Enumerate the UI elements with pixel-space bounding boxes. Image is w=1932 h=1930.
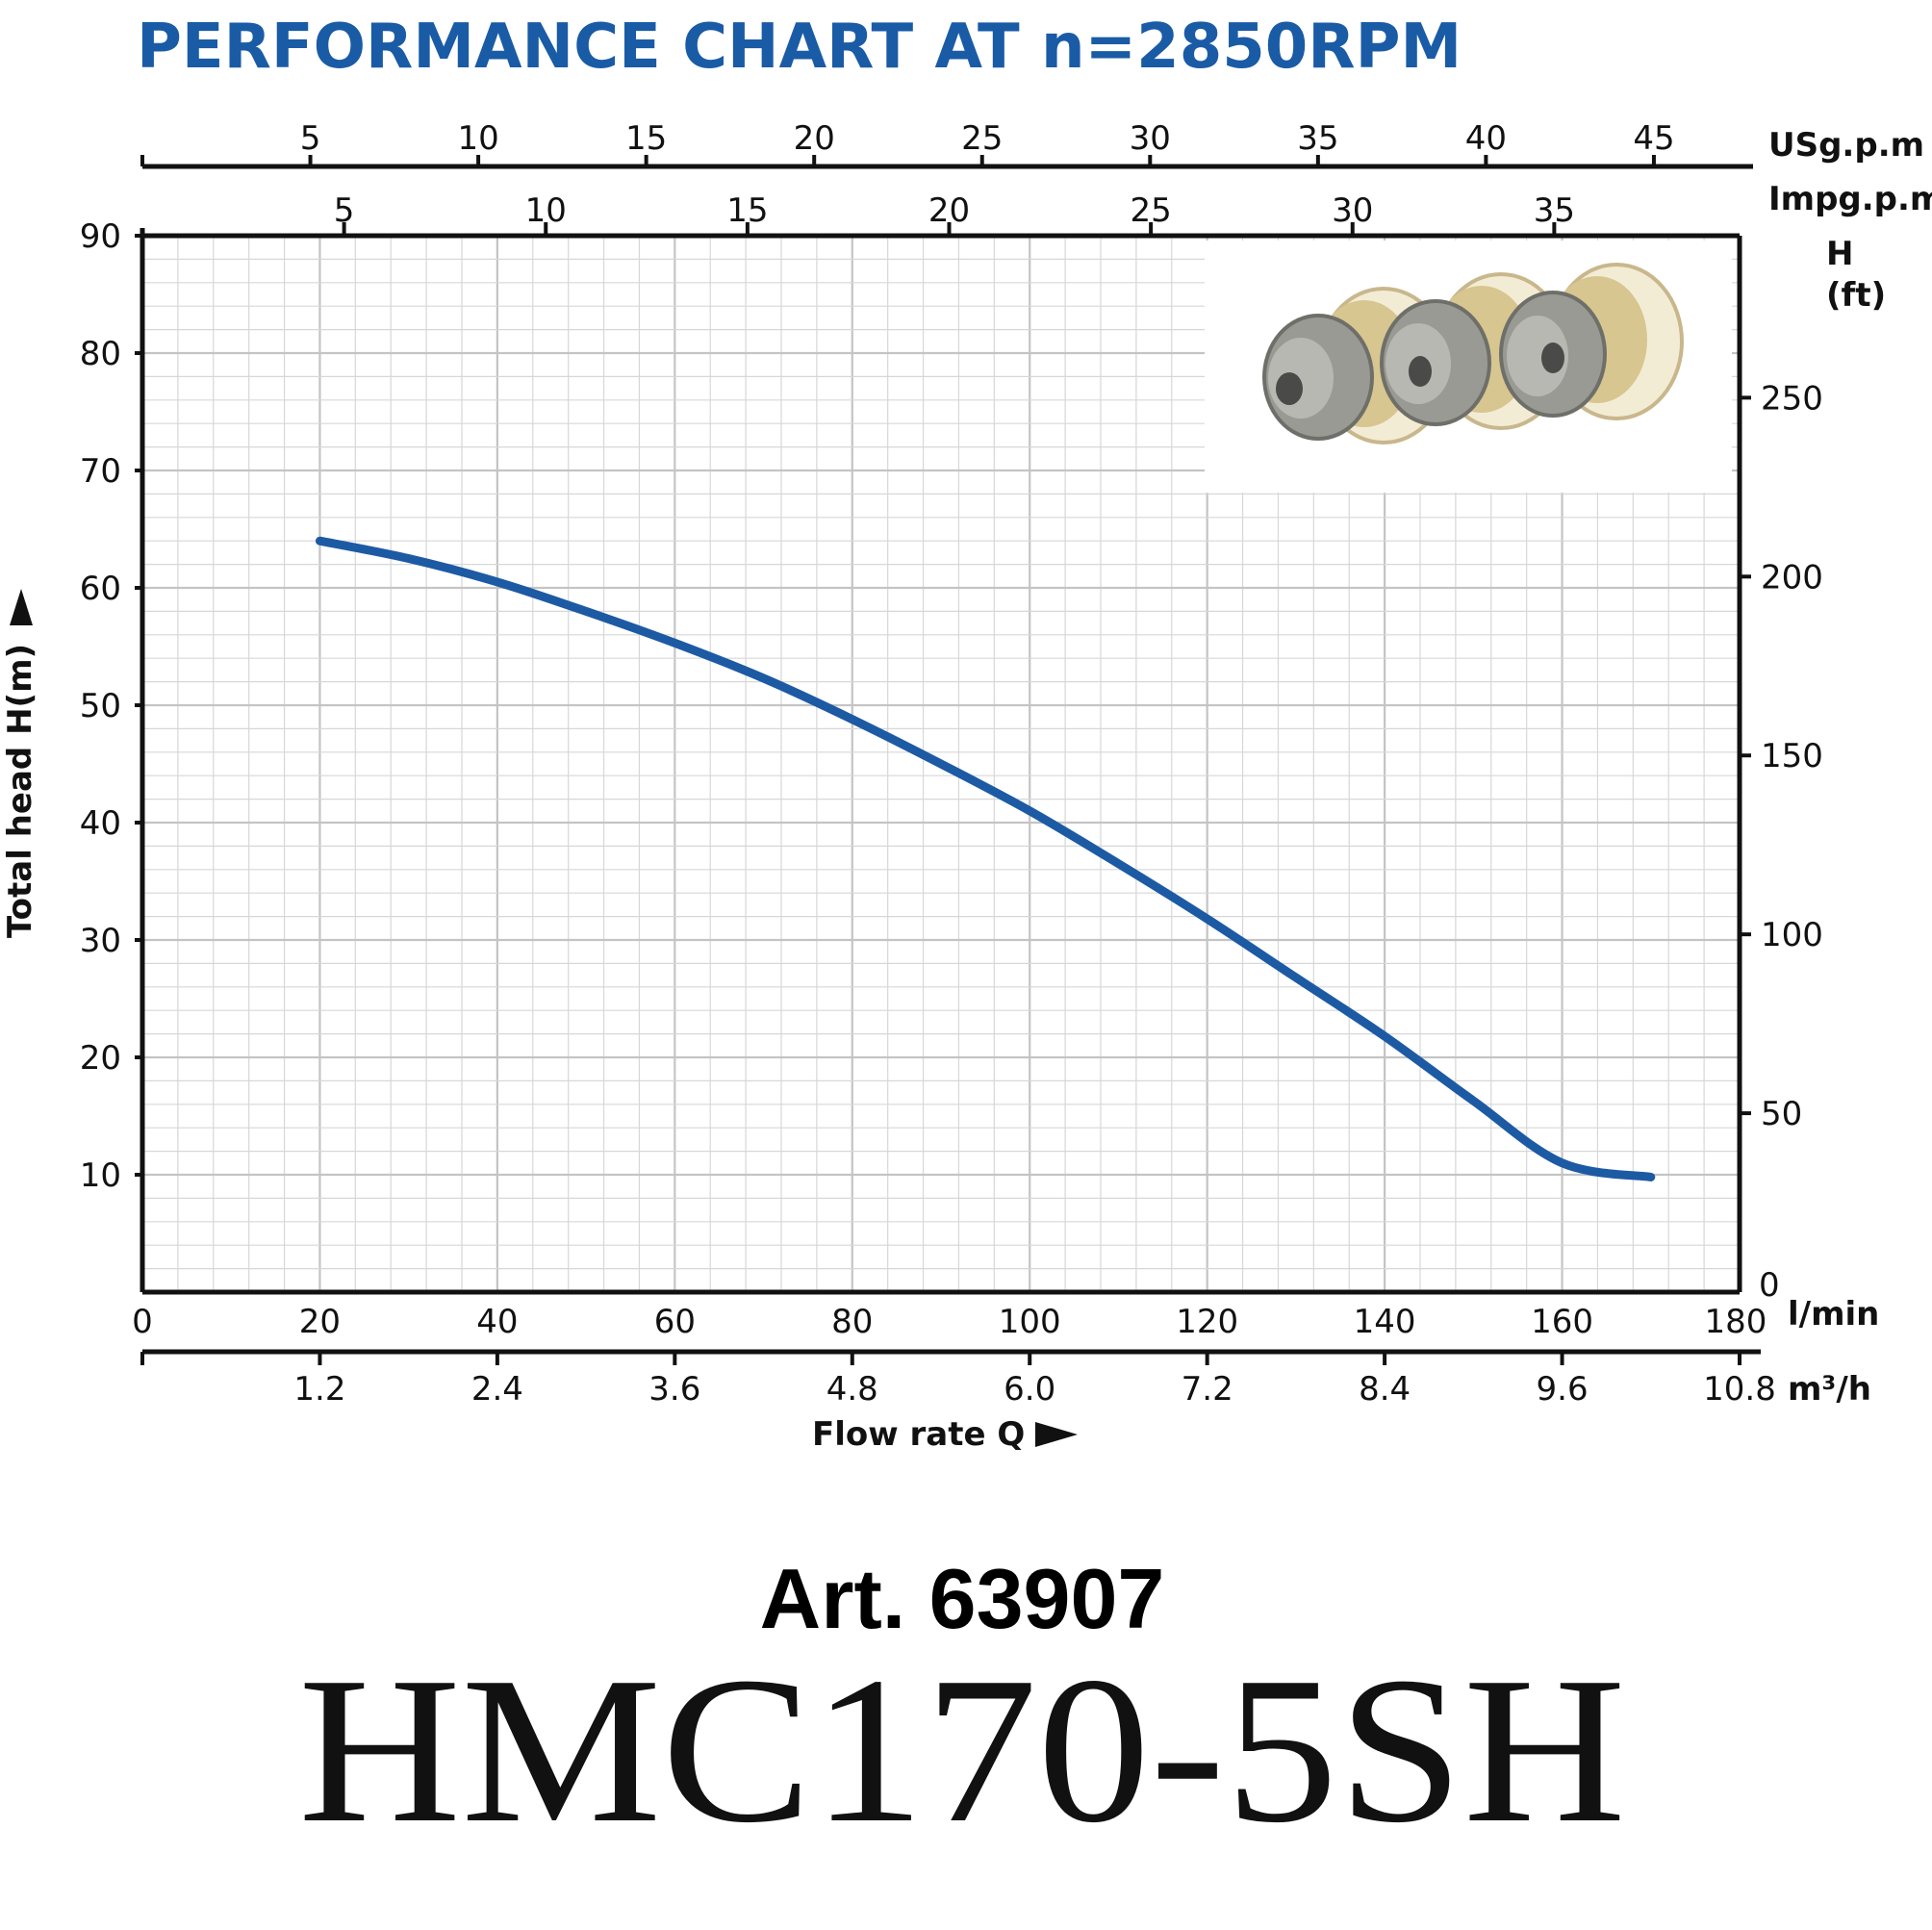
y-tick-label: 20 [80, 1039, 121, 1078]
m3h-tick-label: 7.2 [1182, 1370, 1233, 1409]
y-tick-label: 10 [80, 1156, 121, 1195]
m3h-tick-label: 10.8 [1703, 1370, 1776, 1409]
m3h-tick-label: 1.2 [293, 1370, 345, 1409]
y-tick-label: 70 [80, 452, 121, 491]
x-tick-label: 160 [1531, 1303, 1593, 1341]
head-curve-line [315, 536, 1656, 1181]
y-axis-title: Total head H(m) [1, 644, 39, 938]
x-tick-label: 20 [299, 1303, 341, 1341]
ft-tick-label: 200 [1761, 558, 1823, 597]
usgpm-tick-label: 35 [1297, 119, 1338, 158]
ft-tick-label: 250 [1761, 379, 1823, 418]
impgpm-tick-label: 30 [1332, 191, 1373, 230]
x-tick-label: 80 [831, 1303, 873, 1341]
x-tick-label: 120 [1176, 1303, 1238, 1341]
impgpm-tick-label: 5 [334, 191, 355, 230]
impgpm-tick-label: 10 [525, 191, 567, 230]
impeller-3-icon [1499, 263, 1684, 420]
m3h-tick-label: 9.6 [1537, 1370, 1589, 1409]
m3h-unit-label: m³/h [1788, 1370, 1871, 1409]
usgpm-tick-label: 5 [300, 119, 321, 158]
ft-unit-label: (ft) [1826, 276, 1886, 315]
usgpm-tick-label: 15 [625, 119, 667, 158]
art-number: Art. 63907 [760, 1551, 1165, 1646]
usgpm-tick-label: 30 [1130, 119, 1171, 158]
x-tick-label: 180 [1705, 1303, 1767, 1341]
y-tick-label: 60 [80, 570, 121, 608]
usgpm-tick-label: 20 [794, 119, 835, 158]
m3h-tick-label: 4.8 [826, 1370, 878, 1409]
usgpm-tick-label: 40 [1465, 119, 1507, 158]
x-axis-arrow-icon [1035, 1422, 1078, 1447]
chart-title: PERFORMANCE CHART AT n=2850RPM [137, 12, 1462, 83]
x-axis-title: Flow rate Q [812, 1415, 1025, 1454]
x-tick-label: 40 [476, 1303, 518, 1341]
y-tick-label: 40 [80, 804, 121, 843]
m3h-tick-label: 2.4 [471, 1370, 523, 1409]
ft-tick-label: 150 [1761, 737, 1823, 775]
impeller-image [1205, 241, 1732, 493]
usgpm-tick-label: 10 [457, 119, 498, 158]
x-unit-label: l/min [1788, 1295, 1879, 1333]
usgpm-unit-label: USg.p.m [1768, 126, 1924, 165]
x-tick-label: 0 [132, 1303, 153, 1341]
ft-tick-label: 0 [1759, 1266, 1780, 1305]
x-tick-label: 100 [999, 1303, 1061, 1341]
y-axis-arrow-icon [10, 589, 33, 625]
usgpm-tick-label: 45 [1633, 119, 1674, 158]
x-tick-label: 140 [1354, 1303, 1416, 1341]
y-tick-label: 30 [80, 922, 121, 960]
impgpm-unit-label: Impg.p.m [1768, 180, 1932, 218]
plot-frame [140, 228, 1742, 1295]
ft-tick-label: 100 [1761, 916, 1823, 954]
m3h-tick-label: 8.4 [1359, 1370, 1411, 1409]
x-tick-label: 60 [654, 1303, 696, 1341]
y-tick-label: 90 [80, 217, 121, 256]
ft-tick-label: 50 [1761, 1095, 1802, 1133]
impgpm-tick-label: 15 [726, 191, 768, 230]
model-name: HMC170-5SH [298, 1635, 1626, 1867]
ft-unit-label: H [1826, 235, 1853, 273]
impgpm-tick-label: 25 [1130, 191, 1171, 230]
series [315, 536, 1656, 1181]
y-tick-label: 80 [80, 335, 121, 373]
impgpm-tick-label: 35 [1534, 191, 1575, 230]
m3h-tick-label: 6.0 [1004, 1370, 1055, 1409]
usgpm-tick-label: 25 [961, 119, 1003, 158]
m3h-tick-label: 3.6 [648, 1370, 700, 1409]
impgpm-tick-label: 20 [928, 191, 970, 230]
y-tick-label: 50 [80, 687, 121, 725]
